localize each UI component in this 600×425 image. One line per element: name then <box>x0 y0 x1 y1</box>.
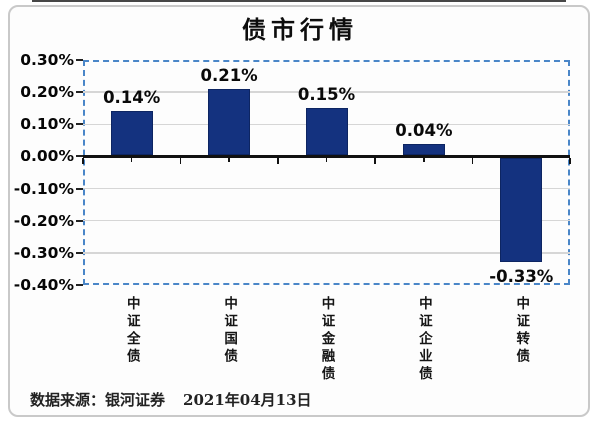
x-axis-category-label: 中证全债 <box>123 296 140 366</box>
y-axis-tick-label: 0.10% <box>20 115 74 134</box>
gridline <box>83 187 570 190</box>
y-axis-tick-label: 0.30% <box>20 51 74 69</box>
footer: 数据来源：银河证券 2021年04月13日 <box>30 389 312 410</box>
x-axis-minor-tick <box>130 157 133 162</box>
bar-value-label: 0.21% <box>200 65 258 85</box>
gridline <box>83 91 570 93</box>
x-axis-minor-tick <box>423 157 425 162</box>
bar <box>500 157 543 263</box>
plot-area <box>83 60 570 285</box>
top-divider-line <box>32 0 566 2</box>
bar-value-label: -0.33% <box>489 266 554 286</box>
bar <box>208 88 251 155</box>
y-axis-tick-label: 0.00% <box>20 147 74 166</box>
y-axis-tick <box>76 59 83 61</box>
y-axis-tick-label: -0.40% <box>13 276 74 294</box>
zero-axis-line <box>83 154 570 158</box>
data-source-label: 数据来源：银河证券 <box>30 391 166 409</box>
data-date-label: 2021年04月13日 <box>183 391 312 409</box>
x-axis-major-tick <box>471 157 474 164</box>
chart-title: 债市行情 <box>242 15 358 44</box>
y-axis-tick-label: -0.20% <box>13 211 74 230</box>
x-axis-major-tick <box>82 157 84 164</box>
y-axis-tick <box>76 123 83 126</box>
x-axis-category-label: 中证国债 <box>221 296 238 366</box>
y-axis-tick-label: -0.10% <box>13 179 74 198</box>
y-axis-tick <box>76 219 83 222</box>
y-axis-tick-label: 0.20% <box>20 83 74 102</box>
bar <box>305 108 348 155</box>
x-axis-minor-tick <box>325 157 328 162</box>
y-axis-tick <box>76 155 83 158</box>
x-axis-minor-tick <box>228 157 230 162</box>
bar <box>110 111 153 155</box>
x-axis-major-tick <box>179 157 182 164</box>
gridline <box>83 219 570 222</box>
bar-value-label: 0.04% <box>395 120 453 140</box>
x-axis-category-label: 中证金融债 <box>318 296 335 384</box>
y-axis-tick <box>76 251 83 254</box>
y-axis-tick <box>76 91 83 94</box>
bar <box>402 143 445 155</box>
gridline <box>83 252 570 254</box>
y-axis-tick <box>76 187 83 190</box>
x-axis-category-label: 中证转债 <box>513 296 530 366</box>
x-axis-category-label: 中证企业债 <box>415 296 432 384</box>
x-axis-major-tick <box>374 157 376 164</box>
bar-value-label: 0.15% <box>297 85 356 105</box>
y-axis-tick <box>76 284 83 286</box>
bar-value-label: 0.14% <box>103 88 161 108</box>
y-axis-tick-label: -0.30% <box>13 243 74 262</box>
x-axis-major-tick <box>569 157 571 164</box>
x-axis-major-tick <box>277 157 279 164</box>
chart-card <box>8 5 590 417</box>
